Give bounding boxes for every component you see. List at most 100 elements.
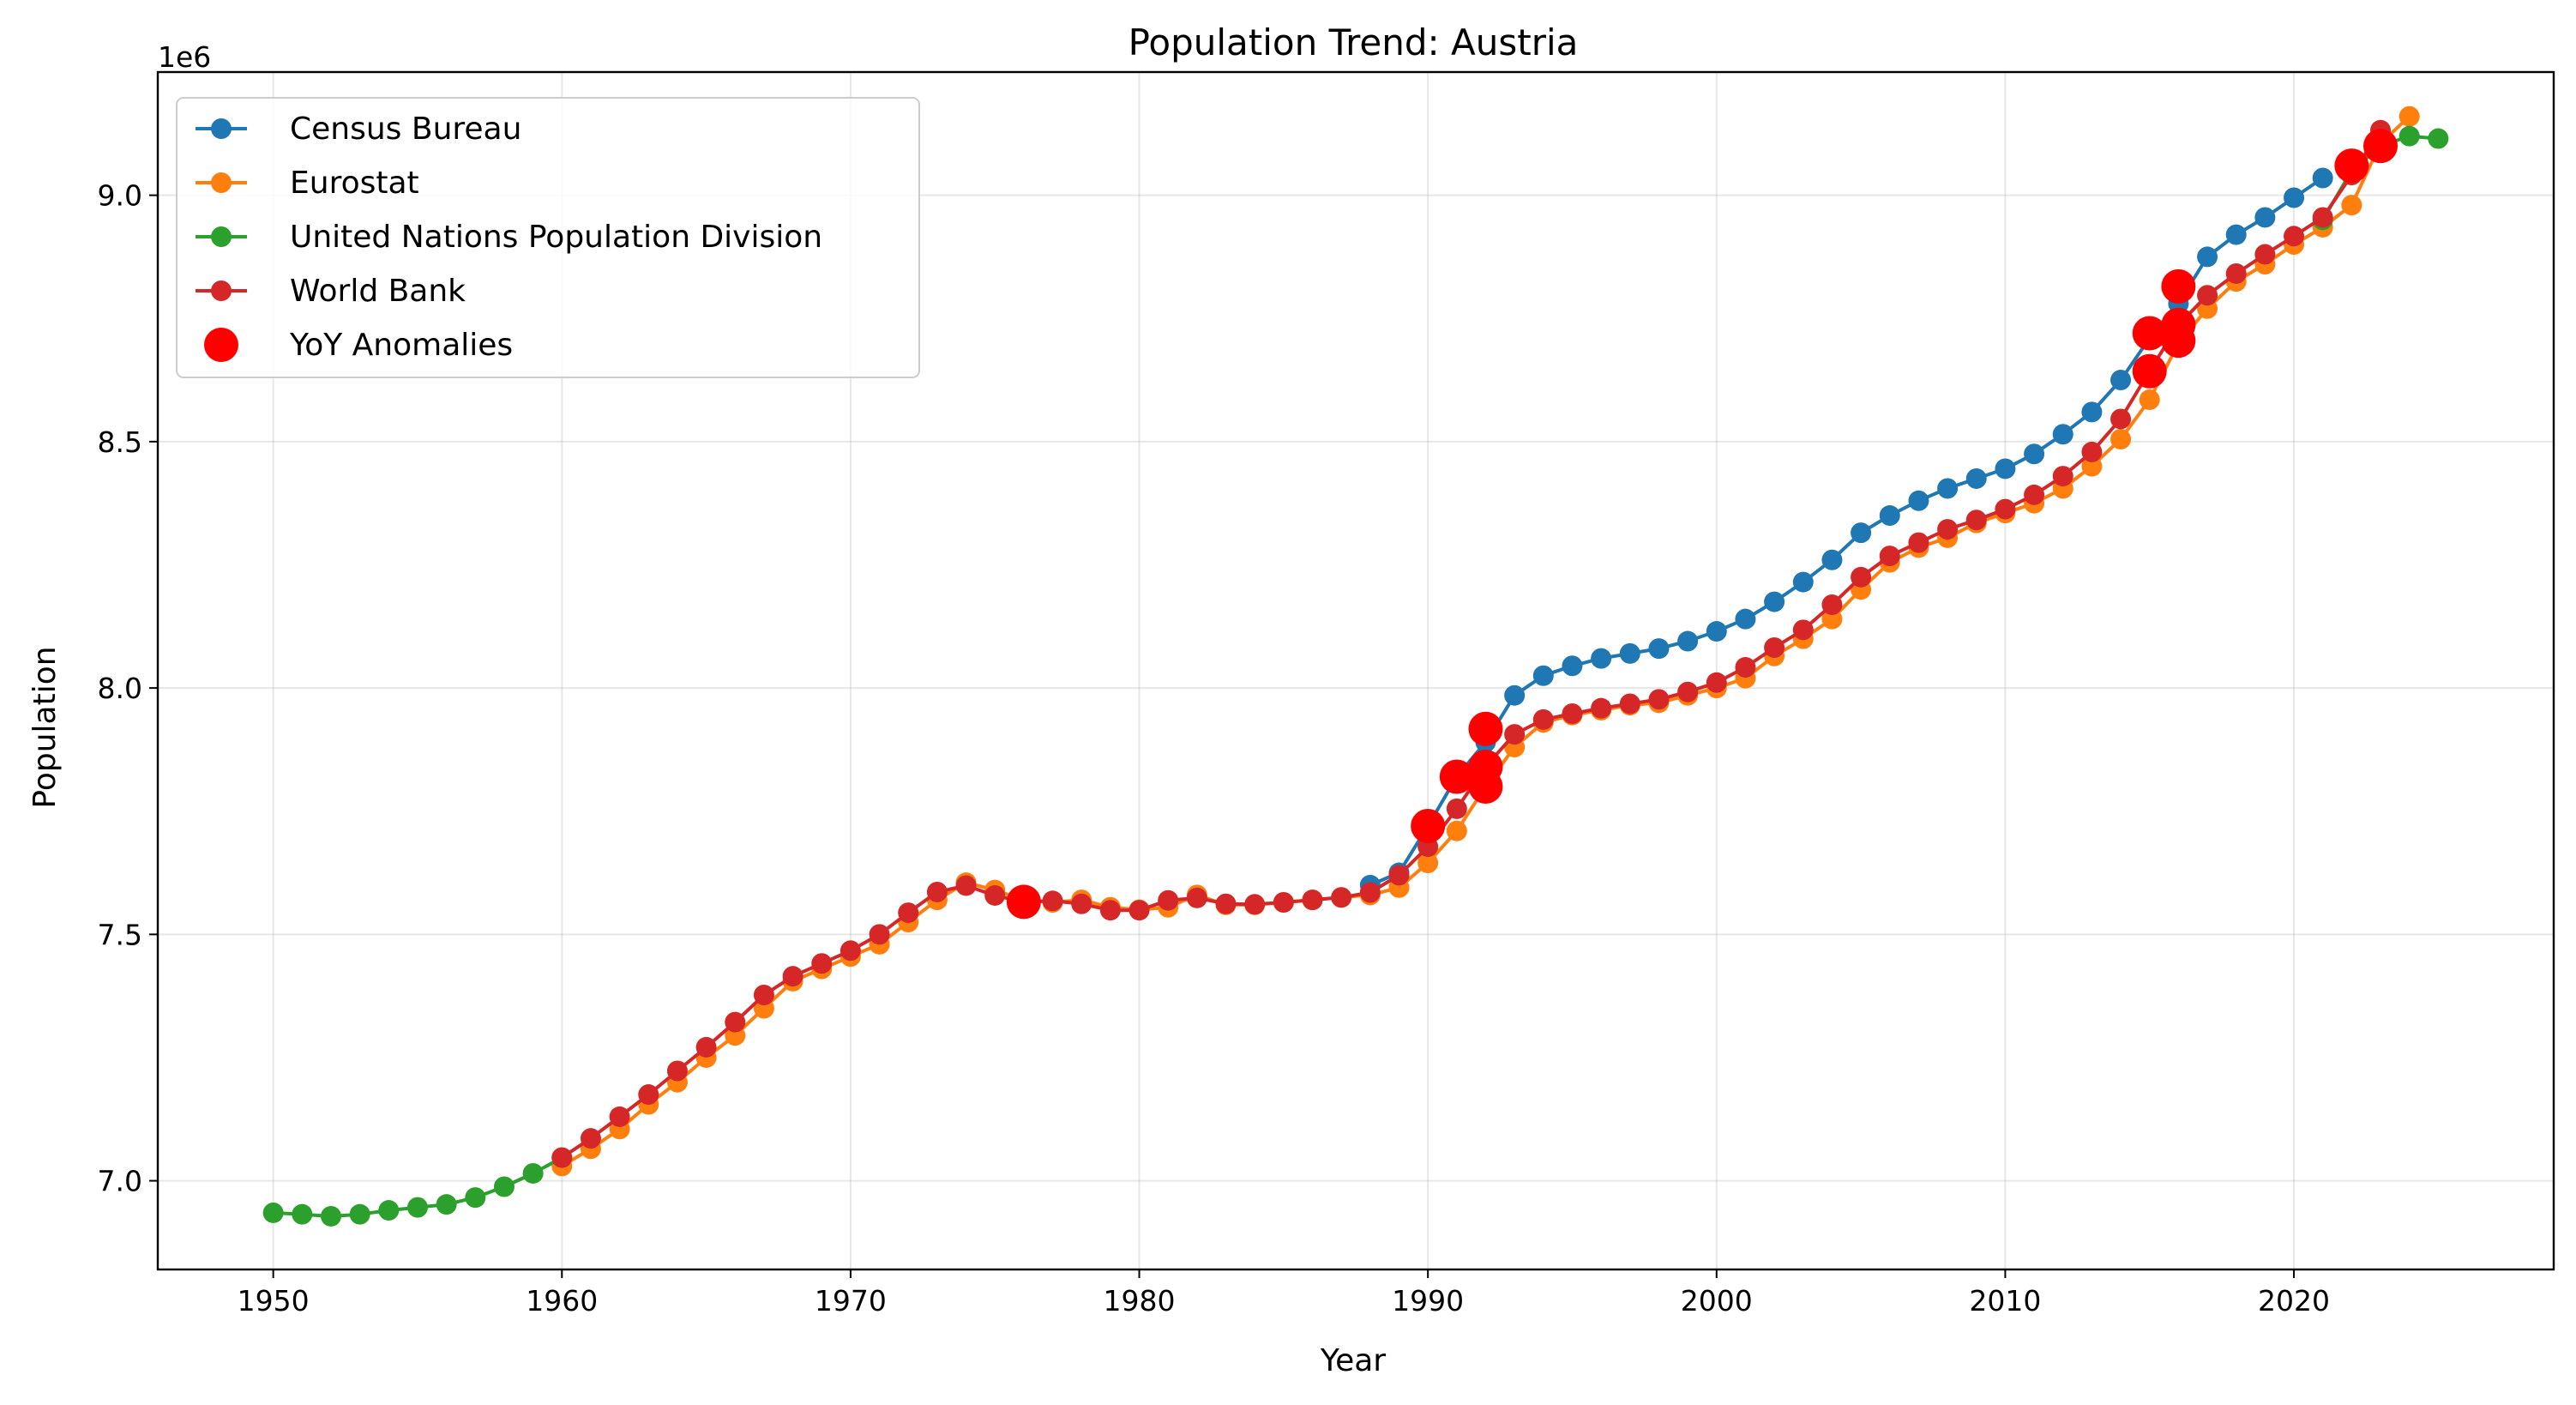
legend-label: Eurostat [290, 166, 419, 201]
legend-marker [211, 226, 232, 247]
series-point [898, 902, 919, 924]
series-point [1851, 566, 1872, 588]
series-point [2197, 246, 2218, 268]
series-point [1331, 887, 1352, 908]
legend-entry: United Nations Population Division [196, 220, 822, 255]
series-point [551, 1147, 573, 1168]
series-point [349, 1203, 370, 1225]
legend-label: Census Bureau [290, 112, 521, 147]
series-point [2254, 244, 2276, 265]
y-tick-label: 8.0 [98, 672, 142, 705]
series-point [1735, 656, 1756, 678]
series-point [926, 881, 948, 902]
anomaly-point [2161, 307, 2196, 342]
series-point [666, 1060, 688, 1082]
series-point [2110, 428, 2132, 449]
series-point [1302, 889, 1323, 911]
anomaly-point [1468, 711, 1503, 746]
x-tick-label: 1970 [815, 1284, 887, 1318]
series-point [1591, 697, 1612, 719]
series-point [1504, 724, 1526, 745]
legend-marker [211, 172, 232, 193]
legend-marker [204, 328, 238, 362]
series-point [1158, 889, 1179, 911]
series-point [2398, 125, 2420, 147]
series-point [1792, 571, 1814, 593]
series-point [465, 1187, 486, 1209]
series-point [1071, 893, 1092, 914]
y-tick-label: 9.0 [98, 179, 142, 213]
series-point [2024, 443, 2045, 465]
anomaly-point [2161, 268, 2196, 304]
chart-title: Population Trend: Austria [1129, 21, 1579, 63]
x-tick-label: 1960 [526, 1284, 598, 1318]
series-point [580, 1128, 601, 1149]
series-point [695, 1036, 717, 1058]
series-point [2081, 455, 2103, 477]
legend-entry: Census Bureau [196, 112, 521, 147]
series-point [1937, 519, 1959, 540]
series-point [1591, 648, 1612, 669]
series-point [1764, 591, 1785, 612]
series-point [1186, 887, 1207, 908]
series-point [1532, 709, 1554, 730]
legend-label: United Nations Population Division [290, 220, 822, 255]
series-point [1129, 900, 1150, 921]
series-point [609, 1106, 630, 1127]
series-point [2284, 187, 2305, 208]
series-point [1504, 684, 1526, 706]
series-point [1273, 892, 1294, 914]
series-point [1735, 608, 1756, 630]
series-point [1821, 549, 1843, 570]
series-point [1677, 681, 1699, 702]
series-point [2110, 370, 2132, 391]
series-point [840, 940, 861, 962]
anomaly-point [2132, 353, 2167, 389]
series-point [725, 1011, 746, 1033]
series-point [1821, 594, 1843, 616]
legend: Census Bureau Eurostat United Nations Popu… [176, 97, 920, 378]
series-point [2254, 207, 2276, 228]
anomaly-point [2363, 129, 2398, 164]
series-point [1706, 621, 1727, 642]
series-point [1965, 510, 1987, 531]
series-point [2052, 466, 2073, 487]
series-point [1908, 532, 1929, 553]
series-point [1908, 490, 1929, 511]
series-point [1562, 655, 1583, 677]
series-point [1619, 693, 1640, 715]
legend-entry: World Bank [196, 274, 466, 309]
legend-marker [211, 118, 232, 139]
series-point [1965, 467, 1987, 489]
series-point [2225, 262, 2247, 284]
series-point [2081, 401, 2103, 423]
anomaly-point [1468, 750, 1503, 785]
series-point [638, 1084, 659, 1106]
y-offset-label: 1e6 [158, 40, 211, 74]
series-point [2284, 226, 2305, 247]
series-point [2225, 224, 2247, 245]
series-point [2398, 106, 2420, 127]
series-point [378, 1200, 400, 1221]
anomaly-point [1411, 808, 1446, 843]
x-tick-label: 1950 [238, 1284, 310, 1318]
series-point [1851, 522, 1872, 544]
y-axis-label: Population [27, 646, 63, 808]
series-point [1215, 893, 1237, 914]
series-3 [551, 119, 2392, 1168]
series-point [1706, 672, 1727, 693]
series-point [955, 875, 977, 896]
y-tick-label: 7.5 [98, 918, 142, 951]
y-tick-label: 8.5 [98, 425, 142, 459]
x-tick-label: 1980 [1104, 1284, 1176, 1318]
series-point [1764, 636, 1785, 658]
series-point [1648, 638, 1670, 660]
series-point [2312, 167, 2333, 189]
x-tick-label: 2020 [2258, 1284, 2330, 1318]
series-point [1446, 820, 1467, 841]
legend-entry: Eurostat [196, 166, 419, 201]
series-point [1995, 458, 2016, 479]
series-point [436, 1194, 457, 1215]
y-tick-label: 7.0 [98, 1165, 142, 1198]
